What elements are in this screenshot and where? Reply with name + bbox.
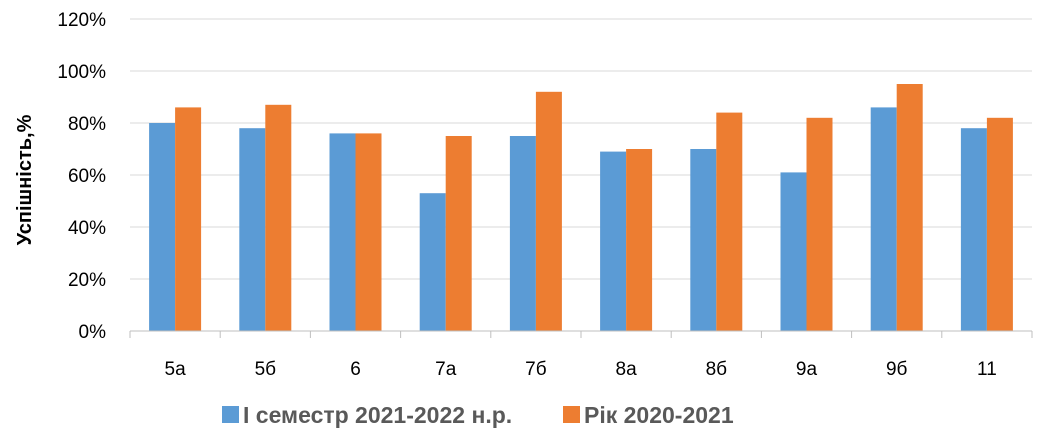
x-tick-label: 5а [165,359,187,380]
bar-semester [780,172,807,331]
y-axis-label: Успішність,% [14,114,36,245]
x-tick-label: 9б [886,359,908,380]
legend-swatch [563,406,580,423]
bar-year [716,112,743,331]
legend-swatch [222,406,239,423]
bar-year [355,133,382,331]
bar-year [986,117,1013,331]
bar-year [175,107,202,332]
bar-semester [690,149,717,331]
bar-semester [870,107,897,332]
x-tick-label: 5б [255,359,277,380]
bar-year [445,136,472,331]
x-tick-label: 8б [706,359,728,380]
bar-semester [509,136,536,331]
x-tick-label: 8а [616,359,638,380]
bar-semester [239,128,266,331]
bar-year [806,117,833,331]
bar-year [626,149,653,331]
bar-semester [960,128,987,331]
y-tick-label: 20% [68,270,106,291]
y-tick-label: 100% [57,62,106,83]
legend-label: І семестр 2021-2022 н.р. [243,402,512,428]
x-tick-label: 9а [796,359,818,380]
bar-year [896,84,923,331]
axes: 0% 20% 40% 60% 80% 100% 120% 5а 5б 6 7а 7б 8а 8б 9а 9б 1… [57,10,1033,380]
bar-semester [600,151,627,331]
bars [149,84,1013,332]
legend-label: Рік 2020-2021 [584,402,734,428]
x-tick-label: 7б [525,359,547,380]
x-tick-label: 6 [350,359,361,380]
y-tick-label: 60% [68,166,106,187]
bar-year [535,91,562,331]
y-tick-label: 40% [68,218,106,239]
y-tick-label: 120% [57,10,106,31]
bar-year [265,104,292,331]
y-tick-label: 0% [79,322,107,343]
bar-semester [419,193,446,331]
legend: І семестр 2021-2022 н.р. Рік 2020-2021 [222,402,734,428]
y-tick-label: 80% [68,114,106,135]
bar-semester [329,133,356,331]
x-tick-label: 11 [977,359,997,380]
bar-semester [149,123,176,331]
x-tick-label: 7а [435,359,457,380]
